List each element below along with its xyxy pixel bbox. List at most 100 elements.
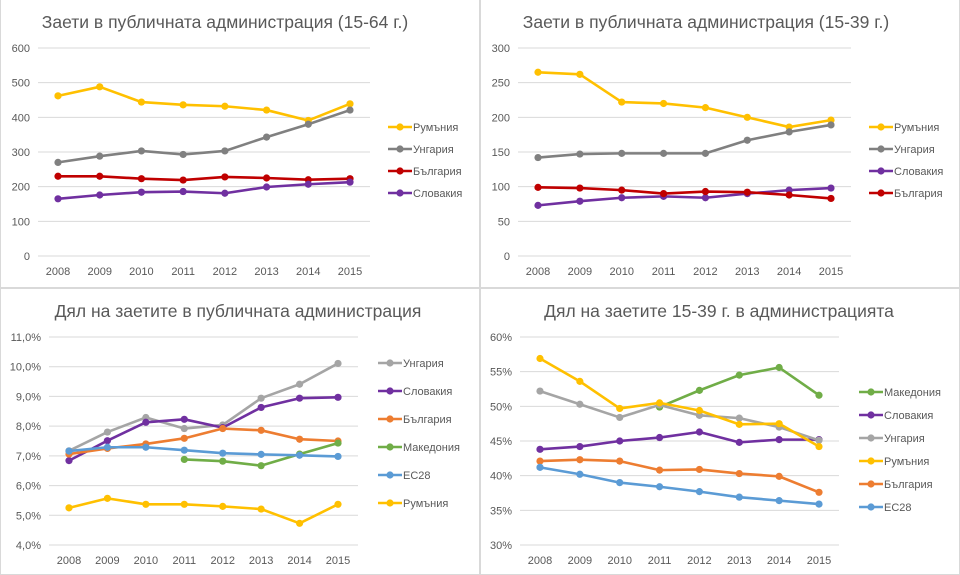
legend-label: Македония xyxy=(884,387,941,399)
data-point xyxy=(576,377,584,385)
y-tick-label: 0 xyxy=(504,251,510,263)
data-point xyxy=(257,426,265,434)
chart-title: Дял на заетите 15-39 г. в администрацият… xyxy=(544,301,894,321)
y-tick-label: 50% xyxy=(490,401,512,413)
data-point xyxy=(179,176,187,184)
data-point xyxy=(137,175,146,183)
data-point xyxy=(815,488,823,496)
legend-swatch-marker xyxy=(867,457,875,465)
y-tick-label: 40% xyxy=(490,471,512,483)
data-point xyxy=(96,191,104,199)
data-point xyxy=(257,505,265,513)
y-tick-label: 150 xyxy=(492,147,510,159)
data-point xyxy=(659,99,668,108)
data-point xyxy=(659,149,668,157)
legend-swatch-marker xyxy=(386,359,394,367)
y-tick-label: 9,0% xyxy=(16,391,41,403)
data-point xyxy=(334,500,342,508)
data-point xyxy=(775,420,783,428)
x-tick-label: 2008 xyxy=(528,555,552,567)
gridlines xyxy=(518,47,851,257)
series-ЕС28 xyxy=(65,443,342,461)
series-line xyxy=(538,430,821,451)
legend-item: Словакия xyxy=(869,166,943,178)
y-tick-label: 100 xyxy=(12,216,30,228)
data-point xyxy=(655,433,664,442)
data-point xyxy=(257,450,265,458)
series-Словакия xyxy=(54,178,354,203)
data-point xyxy=(536,387,544,395)
legend-label: България xyxy=(884,479,933,491)
data-point xyxy=(576,70,584,78)
legend-item: Словакия xyxy=(859,410,933,422)
data-point xyxy=(103,437,112,445)
legend-label: Унгария xyxy=(413,144,454,156)
legend: Македония Словакия Унгария Румъния България Е… xyxy=(859,387,941,514)
x-tick-label: 2013 xyxy=(727,555,751,567)
legend-swatch-marker xyxy=(867,411,875,419)
legend-item: Македония xyxy=(378,442,460,454)
data-point xyxy=(304,180,312,188)
x-tick-label: 2012 xyxy=(687,555,711,567)
data-point xyxy=(743,136,751,144)
data-point xyxy=(701,187,710,196)
y-tick-label: 6,0% xyxy=(16,481,41,493)
data-point xyxy=(180,500,188,508)
data-point xyxy=(815,436,823,444)
series-Унгария xyxy=(534,121,835,162)
legend-label: Словакия xyxy=(894,166,943,178)
data-point xyxy=(262,106,271,114)
data-point xyxy=(735,414,743,422)
data-point xyxy=(576,442,584,451)
x-tick-label: 2014 xyxy=(777,266,801,278)
data-point xyxy=(221,147,229,155)
data-point xyxy=(334,439,342,447)
y-tick-label: 200 xyxy=(492,112,510,124)
legend-item: Македония xyxy=(859,387,941,399)
data-point xyxy=(576,400,584,408)
legend-item: България xyxy=(388,166,462,178)
data-point xyxy=(137,147,146,155)
data-point xyxy=(827,121,835,129)
data-point xyxy=(54,195,62,203)
y-tick-label: 60% xyxy=(490,332,512,344)
x-tick-label: 2012 xyxy=(213,266,237,278)
y-tick-label: 30% xyxy=(490,540,512,552)
data-point xyxy=(655,399,664,407)
chart-title: Дял на заетите в публичната администраци… xyxy=(55,301,422,321)
legend-label: България xyxy=(403,414,452,426)
data-point xyxy=(346,106,354,114)
panel-divider-horizontal xyxy=(0,287,960,289)
series-line xyxy=(538,389,821,442)
x-tick-label: 2008 xyxy=(46,266,70,278)
series-line xyxy=(538,458,821,494)
data-point xyxy=(735,493,743,501)
data-point xyxy=(334,359,342,368)
x-tick-label: 2015 xyxy=(326,555,350,567)
legend-label: Румъния xyxy=(403,498,448,510)
y-tick-label: 35% xyxy=(490,505,512,517)
y-tick-label: 300 xyxy=(492,43,510,55)
data-point xyxy=(262,183,271,191)
data-point xyxy=(536,445,544,453)
data-point xyxy=(180,446,188,454)
series-line xyxy=(536,70,833,129)
chart-employed-15-64: Заети в публичната администрация (15-64 … xyxy=(12,12,463,278)
data-point xyxy=(701,149,710,157)
data-point xyxy=(295,435,304,443)
data-point xyxy=(219,502,227,510)
series-line xyxy=(67,396,340,462)
data-point xyxy=(257,462,265,470)
data-point xyxy=(534,183,542,191)
legend-swatch-marker xyxy=(396,189,404,197)
data-point xyxy=(54,158,62,166)
series-Македония xyxy=(655,363,823,411)
data-point xyxy=(219,424,227,433)
y-tick-label: 5,0% xyxy=(16,510,41,522)
legend-label: Македония xyxy=(403,442,460,454)
chart-title: Заети в публичната администрация (15-39 … xyxy=(523,12,889,32)
data-point xyxy=(180,455,188,464)
data-point xyxy=(735,438,743,446)
series-line xyxy=(538,357,821,448)
legend-swatch-marker xyxy=(386,471,394,479)
